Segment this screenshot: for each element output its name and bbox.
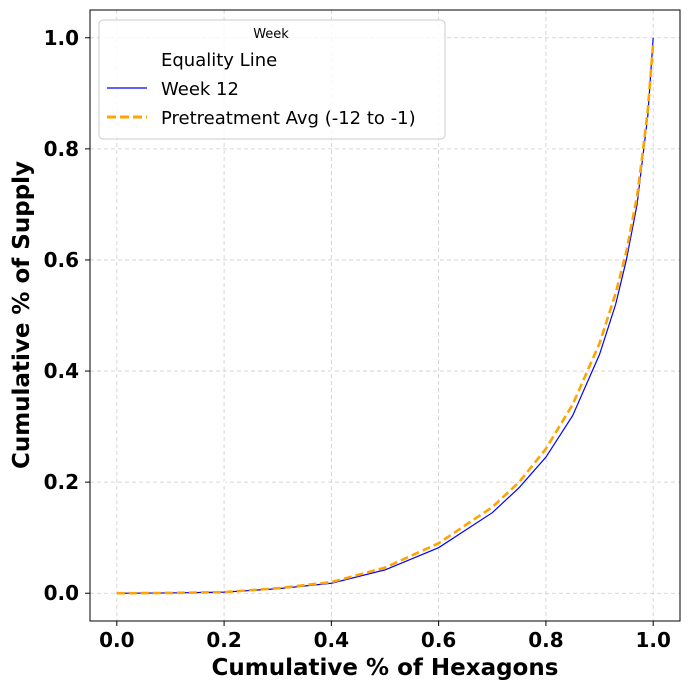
legend-label-week-12: Week 12 [161, 79, 239, 100]
x-tick-label: 0.2 [206, 628, 241, 652]
y-tick-label: 1.0 [44, 26, 79, 50]
legend-label-pretreatment-avg: Pretreatment Avg (-12 to -1) [161, 108, 416, 129]
plot-frame [89, 9, 681, 622]
x-tick-label: 1.0 [635, 628, 670, 652]
series-line-week-12 [116, 37, 654, 594]
legend-label-equality-line: Equality Line [161, 50, 277, 71]
x-tick-label: 0.6 [421, 628, 456, 652]
y-tick-label: 0.8 [44, 137, 79, 161]
y-tick-label: 0.6 [44, 248, 79, 272]
y-tick-label: 0.0 [44, 581, 79, 605]
x-axis-title: Cumulative % of Hexagons [212, 655, 559, 681]
legend-box [98, 19, 446, 140]
ticks: 0.0 0.2 0.4 0.6 0.8 1.0 0.0 0.2 0.4 0.6 0.8 1.0 [44, 26, 671, 652]
x-tick-label: 0.4 [314, 628, 349, 652]
series-line-pretreatment-avg-12-to-1 [116, 43, 655, 595]
series-line-equality-line [116, 37, 654, 594]
x-tick-label: 0.0 [99, 628, 134, 652]
legend: Week Equality Line Week 12 Pretreatment … [98, 19, 446, 140]
x-tick-label: 0.8 [528, 628, 563, 652]
legend-title: Week [253, 27, 289, 42]
y-axis-title: Cumulative % of Supply [9, 161, 35, 469]
y-tick-label: 0.4 [44, 359, 79, 383]
series-layer [116, 37, 655, 595]
y-tick-label: 0.2 [44, 470, 79, 494]
